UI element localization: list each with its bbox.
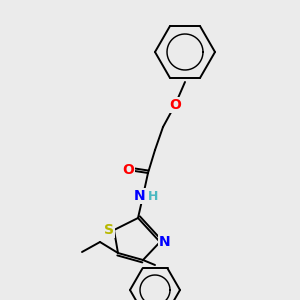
Text: S: S <box>104 223 114 237</box>
Text: O: O <box>169 98 181 112</box>
Text: N: N <box>134 189 146 203</box>
Text: O: O <box>122 163 134 177</box>
Text: N: N <box>159 235 171 249</box>
Text: H: H <box>148 190 158 202</box>
